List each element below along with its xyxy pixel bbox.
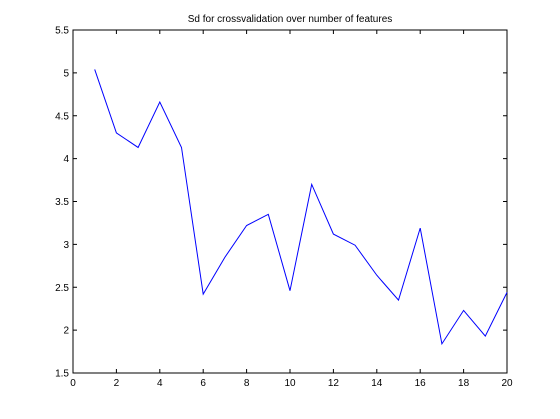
x-tick-label: 8 [244, 378, 250, 389]
x-tick-label: 6 [200, 378, 206, 389]
y-tick-label: 4 [63, 154, 69, 165]
y-axis-ticks: 1.5 2 2.5 3 3.5 4 4.5 5 5.5 [55, 26, 507, 380]
x-tick-label: 4 [157, 378, 163, 389]
y-tick-label: 5 [63, 68, 69, 79]
x-tick-label: 18 [458, 378, 470, 389]
y-tick-label: 3.5 [55, 197, 69, 208]
y-tick-label: 2 [63, 326, 69, 337]
axes-box [72, 29, 508, 374]
y-tick-label: 1.5 [55, 369, 69, 380]
y-tick-label: 3 [63, 240, 69, 251]
x-tick-label: 0 [70, 378, 76, 389]
x-tick-label: 10 [284, 378, 296, 389]
data-series-line [94, 69, 508, 346]
x-tick-label: 20 [501, 378, 513, 389]
y-tick-label: 5.5 [55, 26, 69, 37]
x-tick-label: 14 [371, 378, 383, 389]
x-axis-ticks: 0 2 4 6 8 10 12 14 16 18 20 [70, 30, 513, 389]
x-tick-label: 2 [114, 378, 120, 389]
y-tick-label: 2.5 [55, 283, 69, 294]
x-tick-label: 12 [328, 378, 340, 389]
y-tick-label: 4.5 [55, 111, 69, 122]
chart-title: Sd for crossvalidation over number of fe… [188, 14, 393, 25]
x-tick-label: 16 [415, 378, 427, 389]
